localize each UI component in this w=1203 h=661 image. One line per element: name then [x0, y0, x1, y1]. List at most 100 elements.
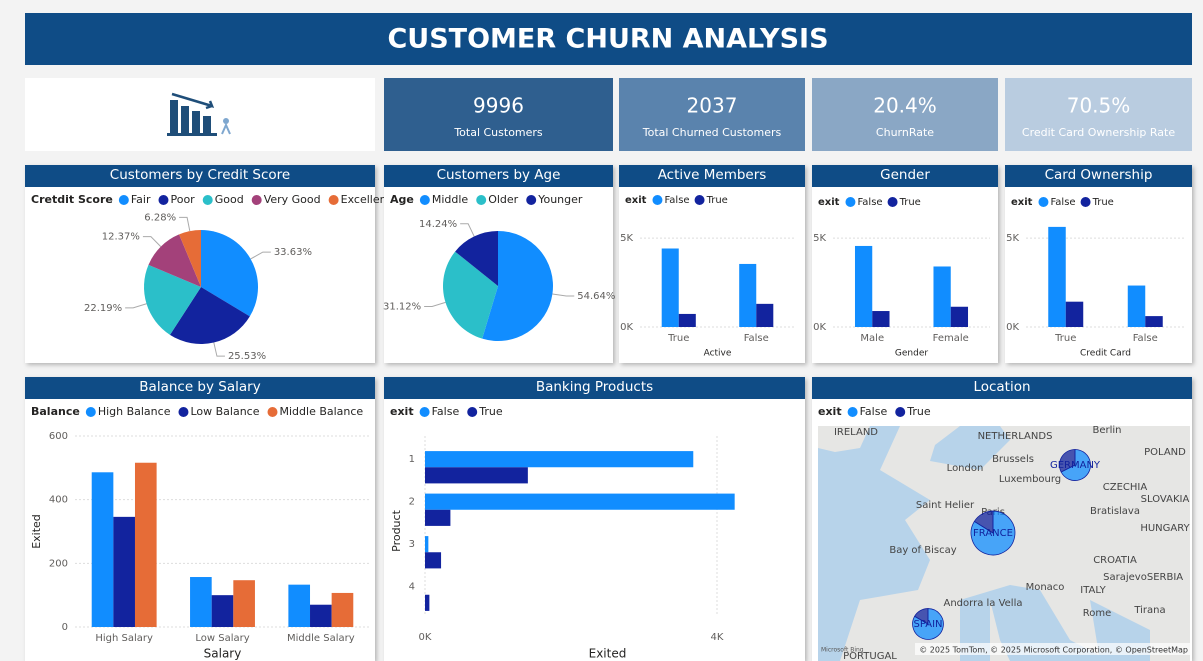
- map-label: POLAND: [1144, 447, 1186, 458]
- pie-slice: [455, 231, 498, 286]
- panel: [384, 377, 805, 661]
- x-tick-label: Female: [933, 333, 969, 344]
- dashboard-title: CUSTOMER CHURN ANALYSIS: [387, 24, 828, 55]
- legend-label: False: [857, 197, 882, 208]
- bar: [331, 592, 354, 627]
- map-label: PORTUGAL: [843, 651, 897, 661]
- kpi-value: 20.4%: [873, 94, 937, 118]
- x-tick-label: High Salary: [95, 633, 153, 644]
- x-axis-title: Active: [704, 349, 732, 359]
- pie-slice: [201, 230, 258, 317]
- legend-title: exit: [1011, 197, 1033, 208]
- map-label: Saint Helier: [916, 500, 975, 511]
- bar: [933, 266, 951, 327]
- map-pie-label: SPAIN: [913, 619, 942, 630]
- x-tick-label: Middle Salary: [287, 633, 355, 644]
- bar: [872, 311, 890, 327]
- map-label: Brussels: [992, 454, 1034, 465]
- legend-title: exit: [818, 405, 842, 418]
- y-tick-label: 4: [409, 582, 415, 593]
- x-tick-label: True: [667, 333, 689, 344]
- bar: [190, 577, 212, 627]
- y-tick-label: 5K: [813, 233, 826, 244]
- bar: [425, 451, 694, 468]
- header-bar: [25, 13, 1192, 65]
- logo: [25, 78, 375, 151]
- panel-title-bar: [812, 165, 998, 187]
- legend-label: High Balance: [98, 405, 171, 418]
- legend-title: exit: [625, 195, 647, 206]
- data-label: 12.37%: [102, 232, 140, 243]
- data-label: 14.24%: [419, 219, 457, 230]
- legend-label: True: [706, 195, 728, 206]
- bar: [425, 493, 735, 510]
- bar: [425, 536, 429, 553]
- panel-title-bar: [384, 165, 613, 187]
- panel-title: Active Members: [658, 167, 767, 183]
- x-axis-title: Credit Card: [1080, 349, 1131, 359]
- y-tick-label: 0: [62, 622, 68, 633]
- legend-label: True: [1092, 197, 1114, 208]
- data-label: 6.28%: [144, 212, 176, 223]
- panel-title-bar: [1005, 165, 1192, 187]
- bar: [950, 306, 969, 327]
- bar: [854, 245, 873, 327]
- data-label: 33.63%: [274, 247, 312, 258]
- legend-label: True: [906, 405, 931, 418]
- bar: [91, 472, 114, 627]
- bar: [310, 604, 332, 627]
- panel: [812, 165, 998, 363]
- pie-slice: [179, 230, 201, 287]
- kpi-label: Credit Card Ownership Rate: [1022, 126, 1175, 139]
- panel-title-bar: [25, 165, 375, 187]
- panel-title: Location: [973, 379, 1030, 395]
- map-label: Rome: [1083, 608, 1112, 619]
- attribution-bg: [915, 643, 1190, 655]
- legend-label: Middle: [432, 193, 469, 206]
- bar: [739, 263, 757, 327]
- x-tick-label: Male: [860, 333, 884, 344]
- map-label: Berlin: [1092, 425, 1121, 436]
- bar: [425, 467, 528, 484]
- map-label: NETHERLANDS: [978, 431, 1053, 442]
- y-tick-label: 0K: [620, 322, 633, 333]
- panel-title: Card Ownership: [1045, 167, 1153, 183]
- x-axis-title: Exited: [589, 647, 627, 661]
- bar: [756, 303, 774, 327]
- map-pie-label: GERMANY: [1050, 460, 1101, 471]
- legend-label: False: [664, 195, 689, 206]
- x-tick-label: False: [744, 333, 769, 344]
- bar: [678, 313, 696, 327]
- map-label: Bratislava: [1090, 506, 1140, 517]
- legend-title: Balance: [31, 405, 80, 418]
- leader-line: [424, 301, 446, 307]
- x-tick-label: 4K: [711, 632, 724, 643]
- leader-line: [125, 303, 147, 309]
- legend-marker: [158, 195, 169, 205]
- map-attribution: © 2025 TomTom, © 2025 Microsoft Corporat…: [919, 646, 1188, 655]
- legend-title: Cretdit Score: [31, 193, 113, 206]
- kpi-card: [619, 78, 805, 151]
- legend-label: Very Good: [264, 193, 321, 206]
- x-tick-label: 0K: [419, 632, 432, 643]
- kpi-label: Total Churned Customers: [642, 126, 782, 139]
- legend-label: Low Balance: [190, 405, 259, 418]
- leader-line: [250, 251, 271, 260]
- x-axis-title: Gender: [895, 349, 928, 359]
- y-tick-label: 0K: [1006, 322, 1019, 333]
- kpi-card: [812, 78, 998, 151]
- map-label: Luxembourg: [999, 474, 1061, 485]
- map-background: [818, 426, 1190, 661]
- x-tick-label: False: [1133, 333, 1158, 344]
- y-tick-label: 2: [409, 497, 415, 508]
- map-label: Sarajevo: [1103, 572, 1147, 583]
- panel-title: Banking Products: [536, 379, 653, 395]
- legend-label: Fair: [131, 193, 151, 206]
- legend-marker: [419, 407, 430, 417]
- map-pie-slice: [1060, 449, 1091, 481]
- kpi-card: [1005, 78, 1192, 151]
- legend-title: exit: [818, 197, 840, 208]
- map-label: ITALY: [1080, 585, 1106, 596]
- bar: [425, 594, 430, 611]
- legend-marker: [1080, 197, 1091, 207]
